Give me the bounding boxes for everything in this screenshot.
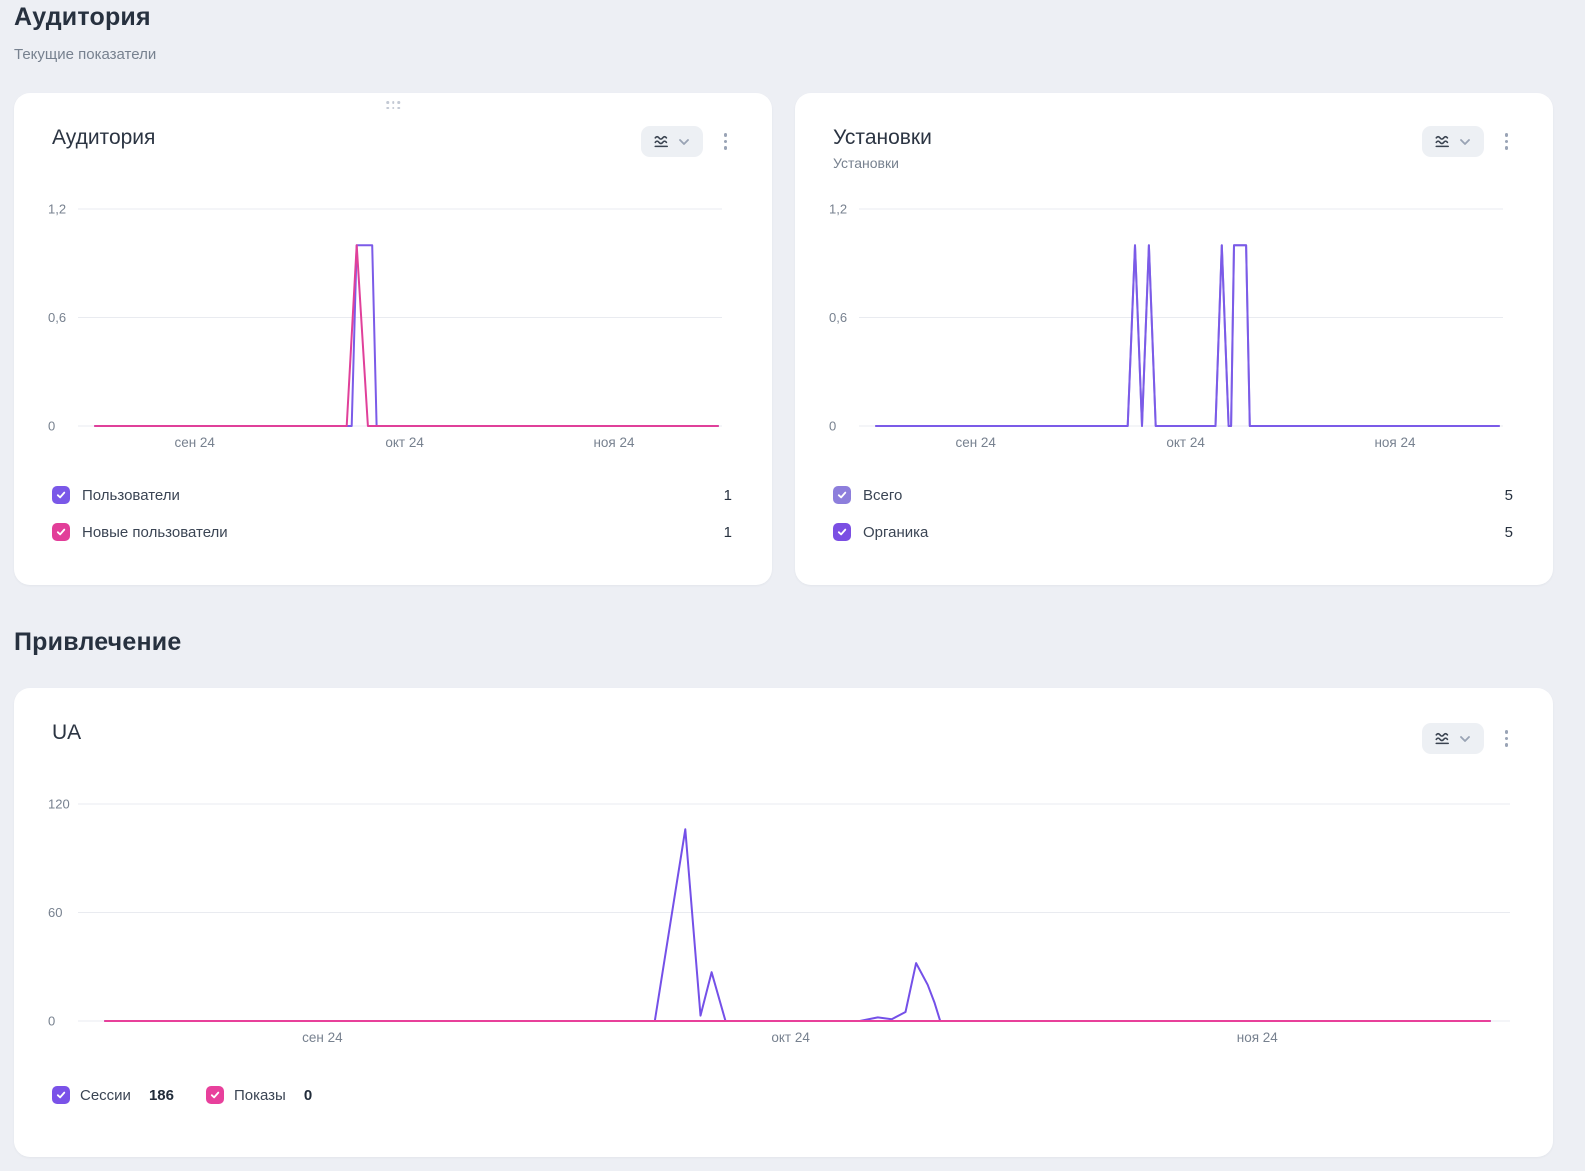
series-label: Всего — [863, 486, 903, 504]
x-axis-tick-label: ноя 24 — [1237, 1030, 1279, 1045]
drag-handle-icon[interactable] — [386, 101, 400, 109]
y-axis-tick-label: 0,6 — [829, 310, 847, 325]
series-label: Новые пользователи — [82, 523, 228, 541]
more-menu-button[interactable] — [719, 129, 733, 154]
series-value: 0 — [303, 1086, 313, 1104]
checkmark-icon — [56, 491, 66, 499]
series-value: 1 — [723, 486, 732, 504]
more-menu-button[interactable] — [1500, 129, 1514, 154]
series-checkbox[interactable] — [52, 1086, 70, 1104]
more-menu-button[interactable] — [1500, 726, 1514, 751]
chevron-down-icon — [1460, 735, 1470, 742]
series-checkbox[interactable] — [52, 486, 70, 504]
audience-section-title: Аудитория — [14, 3, 151, 31]
audience-chart[interactable]: 1,2 0,6 0 сен 24 окт 24 ноя 24 — [14, 193, 728, 463]
series-checkbox[interactable] — [52, 523, 70, 541]
series-line — [875, 244, 1500, 427]
y-axis-tick-label: 1,2 — [829, 202, 847, 217]
y-axis-tick-label: 120 — [48, 797, 70, 812]
x-axis-tick-label: окт 24 — [771, 1030, 810, 1045]
series-line — [94, 244, 719, 427]
x-axis-tick-label: сен 24 — [302, 1030, 343, 1045]
y-axis-tick-label: 0 — [829, 419, 836, 434]
installs-widget-card: Установки Установки 1,2 0,6 0 сен 24 окт 24 н… — [795, 93, 1553, 585]
series-checkbox[interactable] — [833, 486, 851, 504]
y-axis-tick-label: 0 — [48, 419, 55, 434]
chart-type-button[interactable] — [640, 126, 703, 157]
chart-type-button[interactable] — [1421, 126, 1484, 157]
legend-item[interactable]: Новые пользователи 1 — [52, 522, 732, 542]
series-checkbox[interactable] — [205, 1086, 224, 1104]
legend-item[interactable]: Всего 5 — [833, 485, 1513, 505]
x-axis-tick-label: ноя 24 — [1374, 435, 1416, 450]
audience-legend: Пользователи 1 Новые пользователи 1 — [52, 485, 732, 559]
series-label: Сессии — [80, 1086, 131, 1104]
ua-legend: Сессии 186 Показы 0 — [52, 1086, 312, 1104]
series-line — [94, 244, 719, 427]
audience-section-subtitle: Текущие показатели — [14, 46, 157, 63]
waves-icon — [654, 135, 668, 148]
checkmark-icon — [210, 1091, 220, 1099]
installs-card-controls — [1421, 126, 1514, 157]
series-line — [875, 244, 1500, 427]
ua-card-title: UA — [52, 721, 82, 744]
series-line — [104, 828, 1491, 1022]
installs-legend: Всего 5 Органика 5 — [833, 485, 1513, 559]
waves-icon — [1435, 135, 1449, 148]
series-value: 5 — [1504, 486, 1513, 504]
installs-card-title: Установки — [833, 126, 932, 149]
x-axis-tick-label: сен 24 — [174, 435, 215, 450]
y-axis-tick-label: 1,2 — [48, 202, 66, 217]
series-value: 5 — [1504, 523, 1513, 541]
series-label: Пользователи — [82, 486, 180, 504]
installs-chart[interactable]: 1,2 0,6 0 сен 24 окт 24 ноя 24 — [795, 193, 1509, 463]
series-checkbox[interactable] — [833, 523, 851, 541]
chevron-down-icon — [1460, 138, 1470, 145]
waves-icon — [1435, 732, 1449, 745]
chart-type-button[interactable] — [1421, 723, 1484, 754]
y-axis-tick-label: 0 — [48, 1014, 55, 1029]
series-value: 186 — [148, 1086, 174, 1104]
audience-widget-card: Аудитория 1,2 0,6 0 сен 24 окт 24 ноя 24 — [14, 93, 772, 585]
ua-chart[interactable]: 120 60 0 сен 24 окт 24 ноя 24 — [14, 788, 1524, 1058]
ua-widget-card: UA 120 60 0 сен 24 окт 24 ноя 24 С — [14, 688, 1553, 1157]
legend-item[interactable]: Пользователи 1 — [52, 485, 732, 505]
checkmark-icon — [837, 491, 847, 499]
x-axis-tick-label: сен 24 — [955, 435, 996, 450]
chevron-down-icon — [679, 138, 689, 145]
acquisition-section-title: Привлечение — [14, 628, 182, 656]
checkmark-icon — [56, 528, 66, 536]
legend-item[interactable]: Органика 5 — [833, 522, 1513, 542]
x-axis-tick-label: ноя 24 — [593, 435, 635, 450]
checkmark-icon — [837, 528, 847, 536]
y-axis-tick-label: 0,6 — [48, 310, 66, 325]
x-axis-tick-label: окт 24 — [385, 435, 424, 450]
series-value: 1 — [723, 523, 732, 541]
series-label: Показы — [233, 1086, 286, 1104]
checkmark-icon — [56, 1091, 66, 1099]
audience-card-title: Аудитория — [52, 126, 156, 149]
ua-card-controls — [1421, 723, 1514, 754]
installs-card-subtitle: Установки — [833, 155, 899, 171]
x-axis-tick-label: окт 24 — [1166, 435, 1205, 450]
audience-card-controls — [640, 126, 733, 157]
series-label: Органика — [863, 523, 929, 541]
y-axis-tick-label: 60 — [48, 905, 62, 920]
